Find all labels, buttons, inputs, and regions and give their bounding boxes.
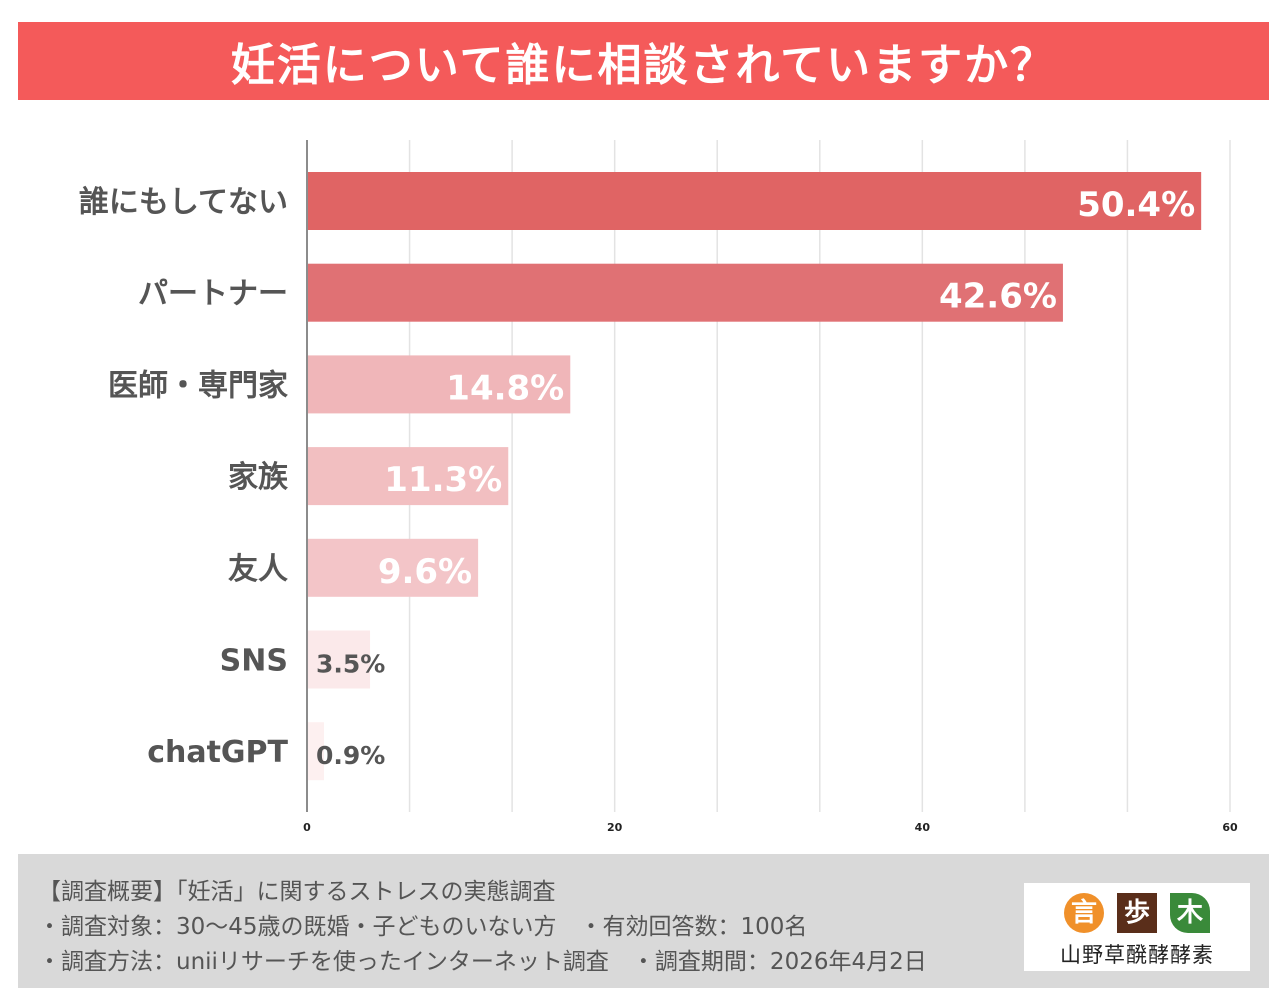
category-label: 家族 (228, 460, 289, 495)
summary-method: ・調査方法：uniiリサーチを使ったインターネット調査 ・調査期間：2026年4… (38, 949, 927, 975)
bar (308, 447, 509, 506)
x-tick-label: 0 (303, 821, 311, 834)
category-label: chatGPT (147, 735, 288, 770)
data-label: 42.6% (939, 277, 1057, 317)
category-label: 友人 (228, 552, 288, 587)
x-tick-label: 40 (915, 821, 931, 834)
category-label: パートナー (138, 277, 288, 312)
logo-mark: 木 (1170, 893, 1210, 933)
logo-text: 山野草醗酵酵素 (1060, 943, 1214, 967)
x-tick-label: 60 (1222, 821, 1238, 834)
bars: 誰にもしてない 50.4% パートナー 42.6% 医師・専門家 14.8% 家族 11.3%… (79, 172, 1202, 781)
chart-title: 妊活について誰に相談されていますか？ (18, 22, 1269, 100)
x-tick-label: 20 (607, 821, 623, 834)
bar (308, 355, 571, 414)
category-label: SNS (220, 644, 288, 679)
data-label: 50.4% (1077, 185, 1195, 225)
bar (308, 630, 371, 689)
data-label: 11.3% (384, 460, 502, 500)
summary-target: ・調査対象：30〜45歳の既婚・子どものいない方 ・有効回答数：100名 (38, 914, 808, 940)
data-label: 0.9% (316, 741, 385, 770)
grid (306, 140, 1231, 812)
survey-summary: 【調査概要】「妊活」に関するストレスの実態調査 ・調査対象：30〜45歳の既婚・… (18, 854, 1269, 988)
data-label: 3.5% (316, 650, 385, 679)
data-label: 9.6% (378, 552, 472, 592)
x-ticks: 0 20 40 60 (303, 821, 1238, 834)
bar (308, 172, 1202, 230)
logo-mark: 言 (1064, 893, 1104, 933)
bar-chart: 誰にもしてない 50.4% パートナー 42.6% 医師・専門家 14.8% 家族 11.3%… (79, 140, 1238, 834)
bar (308, 538, 479, 597)
bar (308, 722, 324, 781)
category-label: 誰にもしてない (79, 185, 288, 220)
summary-title: 【調査概要】「妊活」に関するストレスの実態調査 (38, 879, 556, 905)
bar (308, 263, 1063, 322)
brand-logo: 言 歩 木 山野草醗酵酵素 (1024, 883, 1250, 971)
data-label: 14.8% (446, 368, 564, 408)
category-label: 医師・専門家 (108, 368, 288, 403)
logo-mark: 歩 (1117, 893, 1157, 933)
